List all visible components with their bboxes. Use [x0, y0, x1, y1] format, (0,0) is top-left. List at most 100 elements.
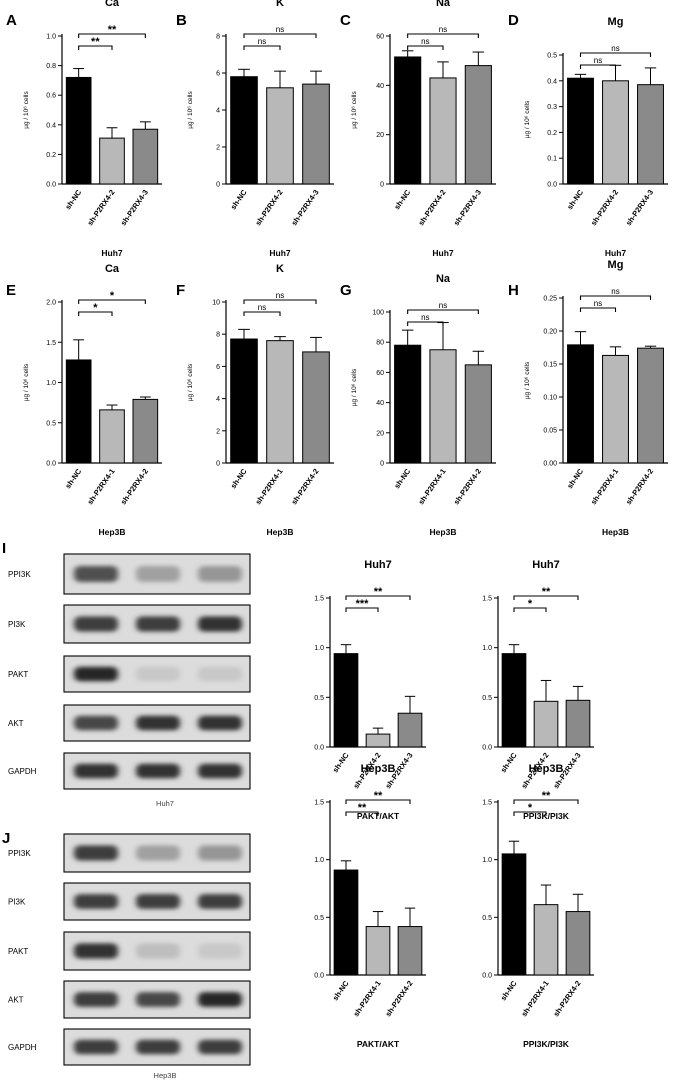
y-tick-label: 2 — [216, 145, 220, 152]
x-tick-label: sh-P2RX4-1 — [85, 467, 116, 506]
x-axis-label: Huh7 — [432, 248, 454, 258]
significance-label: ns — [276, 291, 284, 300]
blot-band — [198, 992, 242, 1007]
bar-sh-NC — [65, 76, 92, 185]
blot-band — [136, 894, 180, 909]
y-tick-label: 0.4 — [46, 122, 56, 129]
x-tick-label: sh-P2RX4-2 — [289, 467, 320, 506]
panel-label: F — [176, 282, 185, 299]
significance-bracket — [243, 299, 317, 304]
y-tick-label: 10 — [212, 300, 220, 307]
blot-band — [74, 616, 118, 632]
chart-C: Na 0 20 40 60 µg / 10⁶ cells sh-NC sh-P2RX4-2 sh… — [351, 0, 496, 258]
y-axis-label: µg / 10⁶ cells — [187, 363, 194, 401]
blot-band — [136, 566, 180, 582]
y-tick-label: 100 — [372, 310, 384, 317]
blot-band — [74, 763, 118, 779]
x-axis-label: Hep3B — [99, 527, 126, 537]
significance-bracket — [243, 33, 317, 38]
bar-sh-P2RX4-1 — [266, 340, 294, 464]
bar-sh-P2RX4-1 — [533, 904, 559, 976]
panel-label: I — [2, 540, 6, 557]
chart-J-2: Hep3B 0.0 0.5 1.0 1.5 sh-NC sh-P2RX4-1 sh-P2RX4… — [482, 763, 594, 1049]
chart-title: K — [276, 0, 284, 9]
blot-band — [198, 845, 242, 861]
panel-label: C — [340, 12, 351, 29]
y-axis-label: µg / 10⁶ cells — [23, 91, 30, 129]
bar-sh-P2RX4-2 — [132, 398, 159, 464]
significance-bracket — [78, 45, 113, 50]
y-tick-label: 40 — [376, 400, 384, 407]
blot-row-label: AKT — [8, 996, 24, 1005]
significance-bracket — [579, 64, 617, 69]
significance-label: ns — [258, 303, 266, 312]
blot-band — [136, 616, 180, 632]
y-tick-label: 0.2 — [46, 152, 56, 159]
panel-label: J — [2, 830, 10, 847]
y-tick-label: 1.5 — [46, 340, 56, 347]
blot-caption: Hep3B — [154, 1071, 177, 1080]
bar-sh-NC — [394, 56, 422, 185]
significance-bracket — [78, 299, 146, 304]
panel-label: A — [6, 12, 17, 29]
bar-sh-P2RX4-3 — [132, 128, 159, 185]
significance-bracket — [78, 311, 113, 316]
x-tick-label: sh-P2RX4-2 — [551, 979, 582, 1018]
y-tick-label: 0.3 — [547, 104, 557, 111]
significance-label: ** — [91, 36, 100, 48]
y-tick-label: 4 — [216, 396, 220, 403]
significance-bracket — [513, 799, 579, 804]
significance-bracket — [407, 45, 444, 50]
x-tick-label: sh-NC — [229, 467, 249, 491]
significance-label: ** — [374, 790, 383, 802]
significance-bracket — [345, 607, 379, 612]
x-tick-label: sh-P2RX4-1 — [351, 979, 382, 1018]
y-tick-label: 0.0 — [46, 182, 56, 189]
y-tick-label: 0.5 — [482, 915, 492, 922]
x-axis-label: Huh7 — [101, 248, 123, 258]
y-tick-label: 0.0 — [547, 182, 557, 189]
blot-row-label: AKT — [8, 719, 24, 728]
significance-bracket — [579, 295, 652, 300]
y-tick-label: 0.25 — [543, 296, 557, 303]
x-tick-label: sh-P2RX4-2 — [119, 467, 150, 506]
bar-sh-P2RX4-2 — [565, 911, 591, 976]
blot-band — [136, 666, 180, 682]
bar-sh-NC — [333, 869, 359, 976]
y-tick-label: 1.0 — [46, 34, 56, 41]
y-tick-label: 0.5 — [314, 695, 324, 702]
x-tick-label: sh-P2RX4-3 — [119, 188, 150, 227]
panel-label: E — [6, 282, 16, 299]
y-tick-label: 80 — [376, 340, 384, 347]
western-blot-J: PPI3K PI3K PAKT AKT GAPDH Hep3B — [8, 833, 251, 1080]
y-tick-label: 8 — [216, 332, 220, 339]
significance-label: ns — [594, 299, 602, 308]
significance-bracket — [513, 595, 579, 600]
y-tick-label: 0.0 — [482, 745, 492, 752]
significance-label: ns — [258, 37, 266, 46]
blot-band — [74, 666, 118, 682]
bar-sh-P2RX4-2 — [397, 926, 423, 976]
y-axis-label: µg / 10⁶ cells — [187, 91, 194, 129]
significance-label: * — [110, 290, 115, 302]
panel-label: G — [340, 282, 352, 299]
x-tick-label: sh-P2RX4-2 — [85, 188, 116, 227]
y-tick-label: 4 — [216, 108, 220, 115]
bar-sh-P2RX4-3 — [397, 712, 423, 748]
y-tick-label: 40 — [376, 83, 384, 90]
chart-F: K 0 2 4 6 8 10 µg / 10⁶ cells sh-NC sh-P2RX4-1 sh-… — [187, 263, 334, 537]
bar-sh-P2RX4-2 — [365, 733, 391, 748]
y-axis-label: µg / 10⁶ cells — [23, 363, 30, 401]
chart-title: Huh7 — [364, 559, 392, 571]
blot-band — [198, 715, 242, 731]
x-tick-label: sh-NC — [565, 467, 585, 491]
bar-sh-NC — [333, 653, 359, 748]
bar-sh-P2RX4-1 — [602, 354, 629, 464]
bar-sh-P2RX4-3 — [565, 699, 591, 748]
bar-sh-NC — [394, 344, 422, 464]
blot-band — [198, 894, 242, 909]
y-tick-label: 0.4 — [547, 78, 557, 85]
